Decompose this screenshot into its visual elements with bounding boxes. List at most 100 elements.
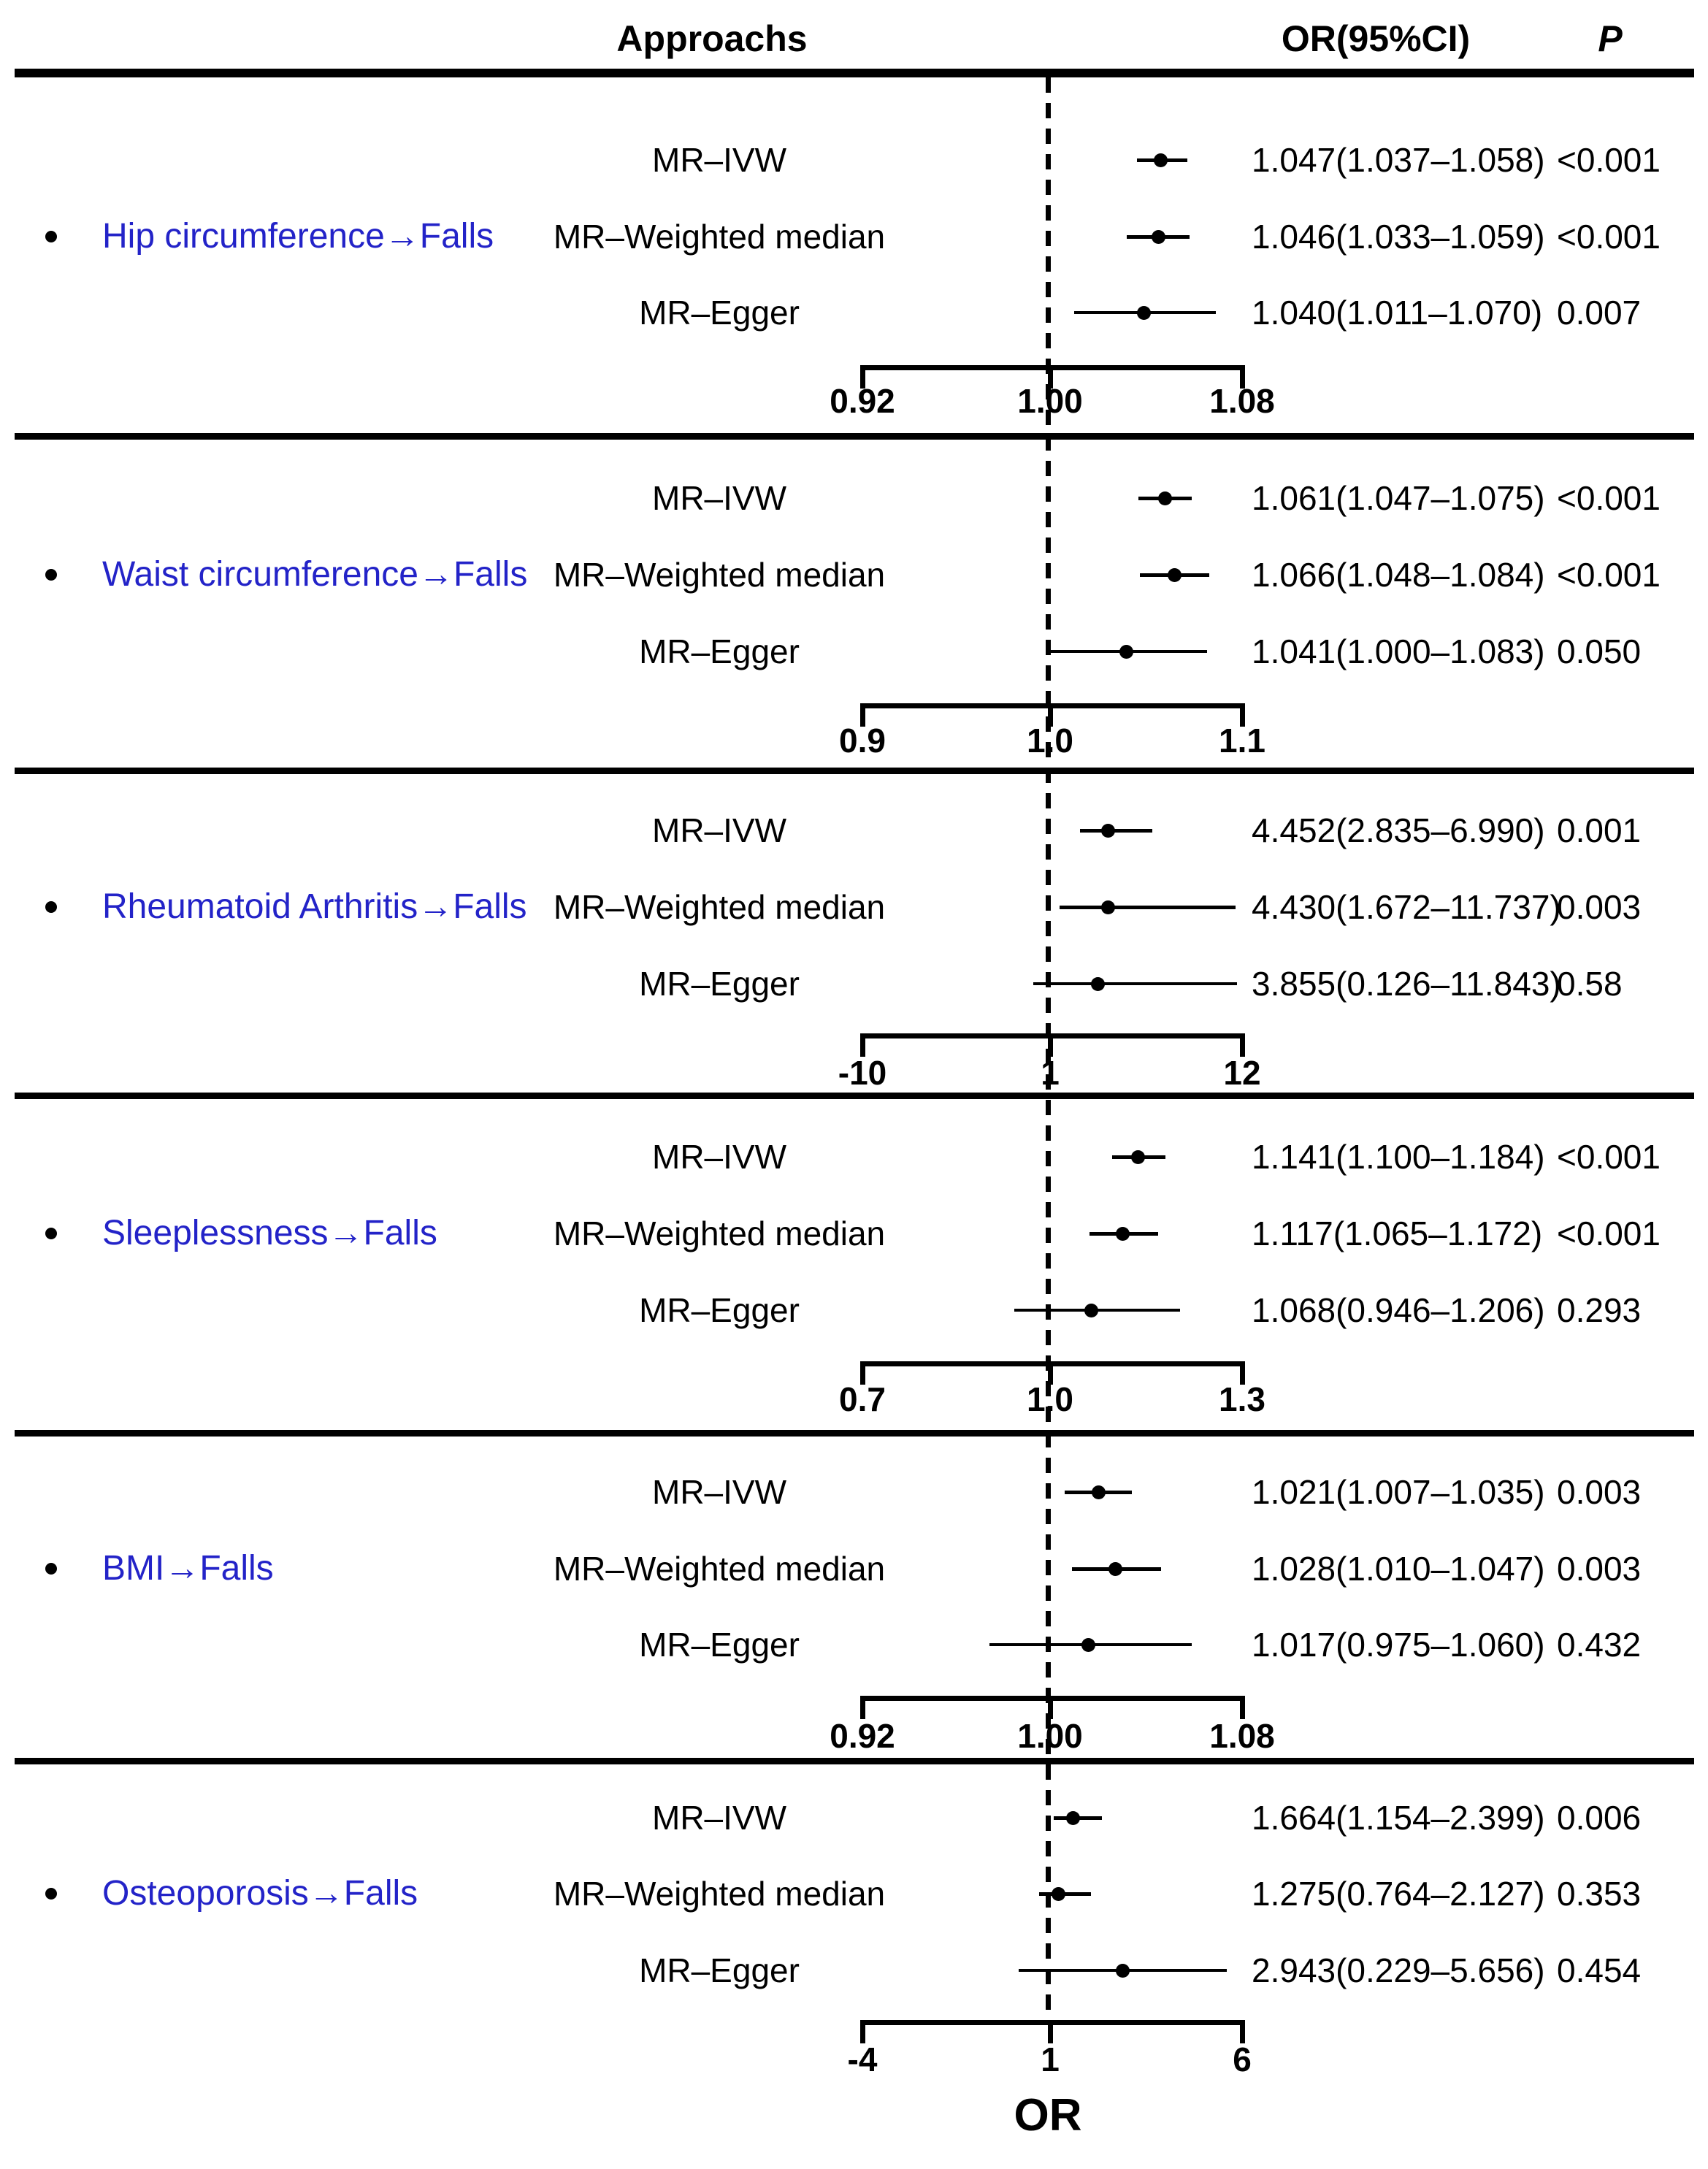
- point-marker: [1119, 644, 1134, 659]
- point-marker: [1115, 1963, 1130, 1978]
- or-ci-value: 4.430(1.672–11.737): [1252, 888, 1561, 926]
- or-ci-value: 1.041(1.000–1.083): [1252, 632, 1545, 670]
- point-marker: [1081, 1637, 1096, 1652]
- axis-tick: [1048, 1696, 1053, 1719]
- axis-tick-label: -4: [847, 2040, 878, 2078]
- or-ci-value: 1.021(1.007–1.035): [1252, 1473, 1545, 1511]
- axis-tick: [860, 1696, 865, 1719]
- axis-tick-label: 12: [1223, 1054, 1261, 1092]
- p-value: 0.454: [1557, 1951, 1642, 1989]
- axis-tick: [860, 2020, 865, 2043]
- axis-tick: [1048, 365, 1053, 389]
- exposure-bullet-icon: [45, 901, 57, 913]
- axis-tick-label: 1.3: [1219, 1380, 1265, 1418]
- point-marker: [1090, 976, 1105, 991]
- axis-tick: [1240, 1033, 1245, 1057]
- section-divider: [15, 433, 1694, 440]
- p-value: 0.58: [1557, 965, 1623, 1003]
- axis-tick: [1240, 703, 1245, 727]
- ci-line: [1079, 829, 1153, 833]
- point-marker: [1151, 229, 1165, 244]
- p-value: 0.007: [1557, 294, 1642, 332]
- approach-label: MR–Weighted median: [553, 888, 886, 926]
- axis-tick-label: 1: [1041, 1054, 1060, 1092]
- axis-tick: [1048, 703, 1053, 727]
- column-header-or-ci: OR(95%CI): [1281, 18, 1471, 59]
- axis-tick-label: 1.1: [1219, 722, 1265, 760]
- axis-tick: [860, 365, 865, 389]
- axis-tick: [860, 1361, 865, 1385]
- or-ci-value: 3.855(0.126–11.843): [1252, 965, 1561, 1003]
- point-marker: [1091, 1485, 1106, 1499]
- column-header-p: P: [1598, 18, 1623, 59]
- approach-label: MR–Weighted median: [553, 1875, 886, 1913]
- or-ci-value: 1.028(1.010–1.047): [1252, 1550, 1545, 1588]
- axis-tick-label: 0.92: [830, 382, 895, 420]
- exposure-bullet-icon: [45, 231, 57, 242]
- p-value: 0.003: [1557, 1473, 1642, 1511]
- approach-label: MR–Egger: [639, 965, 800, 1003]
- exposure-label: Rheumatoid Arthritis→Falls: [102, 887, 527, 926]
- axis-tick-label: 1.00: [1017, 382, 1083, 420]
- approach-label: MR–Egger: [639, 1291, 800, 1329]
- axis-tick: [860, 703, 865, 727]
- approach-label: MR–Egger: [639, 632, 800, 670]
- axis-tick: [1048, 1361, 1053, 1385]
- axis-tick: [1240, 1361, 1245, 1385]
- column-header-approaches: Approachs: [616, 18, 808, 59]
- or-ci-value: 1.275(0.764–2.127): [1252, 1875, 1545, 1913]
- approach-label: MR–Egger: [639, 1626, 800, 1664]
- or-ci-value: 1.066(1.048–1.084): [1252, 556, 1545, 594]
- approach-label: MR–IVW: [652, 1138, 786, 1176]
- axis-tick: [1240, 1696, 1245, 1719]
- section-divider: [15, 1430, 1694, 1437]
- point-marker: [1084, 1303, 1099, 1317]
- approach-label: MR–IVW: [652, 1473, 786, 1511]
- header-rule: [15, 69, 1694, 77]
- approach-label: MR–Weighted median: [553, 218, 886, 256]
- exposure-bullet-icon: [45, 1563, 57, 1575]
- p-value: 0.353: [1557, 1875, 1642, 1913]
- point-marker: [1154, 153, 1168, 167]
- axis-tick: [1048, 1033, 1053, 1057]
- point-marker: [1157, 491, 1172, 505]
- point-marker: [1066, 1810, 1081, 1825]
- axis-tick: [1240, 2020, 1245, 2043]
- p-value: 0.050: [1557, 632, 1642, 670]
- p-value: 0.003: [1557, 888, 1642, 926]
- or-ci-value: 1.068(0.946–1.206): [1252, 1291, 1545, 1329]
- p-value: 0.006: [1557, 1799, 1642, 1837]
- exposure-bullet-icon: [45, 1228, 57, 1239]
- axis-tick: [1048, 2020, 1053, 2043]
- exposure-label: Osteoporosis→Falls: [102, 1874, 418, 1913]
- section-divider: [15, 1093, 1694, 1099]
- approach-label: MR–Weighted median: [553, 1214, 886, 1252]
- p-value: <0.001: [1557, 218, 1661, 256]
- section-divider: [15, 1758, 1694, 1764]
- axis-tick-label: 1.0: [1027, 1380, 1073, 1418]
- approach-label: MR–Weighted median: [553, 556, 886, 594]
- p-value: <0.001: [1557, 141, 1661, 179]
- p-value: <0.001: [1557, 1214, 1661, 1252]
- exposure-bullet-icon: [45, 1888, 57, 1900]
- point-marker: [1137, 305, 1151, 320]
- or-ci-value: 1.040(1.011–1.070): [1252, 294, 1543, 332]
- axis-tick-label: 6: [1233, 2040, 1252, 2078]
- point-marker: [1101, 823, 1116, 838]
- approach-label: MR–IVW: [652, 1799, 786, 1837]
- axis-tick-label: 0.7: [839, 1380, 886, 1418]
- p-value: 0.293: [1557, 1291, 1642, 1329]
- exposure-bullet-icon: [45, 569, 57, 581]
- or-ci-value: 2.943(0.229–5.656): [1252, 1951, 1545, 1989]
- approach-label: MR–IVW: [652, 141, 786, 179]
- or-ci-value: 1.047(1.037–1.058): [1252, 141, 1545, 179]
- or-ci-value: 1.117(1.065–1.172): [1252, 1214, 1543, 1252]
- or-ci-value: 1.046(1.033–1.059): [1252, 218, 1545, 256]
- approach-label: MR–Egger: [639, 294, 800, 332]
- or-ci-value: 1.664(1.154–2.399): [1252, 1799, 1545, 1837]
- axis-tick-label: 1.08: [1209, 1717, 1275, 1755]
- ci-line: [1060, 906, 1236, 909]
- p-value: <0.001: [1557, 556, 1661, 594]
- p-value: <0.001: [1557, 1138, 1661, 1176]
- section-divider: [15, 768, 1694, 774]
